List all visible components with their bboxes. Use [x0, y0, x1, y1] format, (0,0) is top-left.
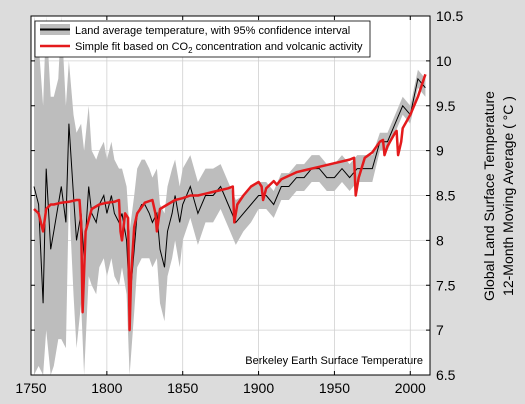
- y-tick-labels: 6.5 7 7.5 8 8.5 9 9.5 10 10.5: [436, 8, 463, 383]
- y-tick-label: 10: [436, 53, 452, 69]
- x-tick-labels: 1750 1800 1850 1900 1950 2000: [15, 380, 426, 396]
- legend-box: [34, 20, 371, 58]
- y-tick-label: 7.5: [436, 277, 456, 293]
- x-tick-label: 1950: [319, 380, 350, 396]
- legend-entry-fit: Simple fit based on CO2 concentration an…: [75, 41, 363, 55]
- fit-series-layer: [33, 73, 427, 332]
- source-annotation: Berkeley Earth Surface Temperature: [245, 355, 423, 367]
- x-tick-label: 1850: [167, 380, 198, 396]
- x-tick-label: 2000: [395, 380, 426, 396]
- x-tick-label: 1900: [243, 380, 274, 396]
- legend-entry-observed: Land average temperature, with 95% confi…: [75, 25, 350, 37]
- y-axis-label-line2: 12-Month Moving Average ( °C ): [500, 96, 516, 296]
- y-tick-label: 9: [436, 143, 444, 159]
- ticks-layer: [30, 15, 430, 376]
- y-axis-label-line1: Global Land Surface Temperature: [481, 91, 497, 301]
- y-tick-label: 6.5: [436, 367, 456, 383]
- y-tick-label: 7: [436, 322, 444, 338]
- legend-entry-fit-prefix: Simple fit based on CO: [75, 41, 189, 53]
- legend-entry-fit-subscript: 2: [188, 46, 193, 55]
- x-tick-label: 1800: [91, 380, 122, 396]
- co2-volcanic-fit-line: [33, 73, 427, 332]
- x-tick-label: 1750: [15, 380, 46, 396]
- legend-entry-fit-suffix: concentration and volcanic activity: [193, 41, 363, 53]
- legend: Land average temperature, with 95% confi…: [34, 20, 371, 58]
- y-tick-label: 8: [436, 232, 444, 248]
- y-tick-label: 9.5: [436, 98, 456, 114]
- y-tick-label: 10.5: [436, 8, 463, 24]
- y-tick-label: 8.5: [436, 188, 456, 204]
